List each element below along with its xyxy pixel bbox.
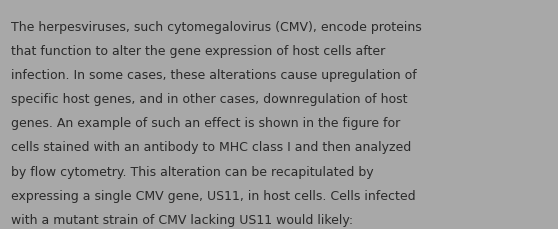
Text: with a mutant strain of CMV lacking US11 would likely:: with a mutant strain of CMV lacking US11…	[11, 213, 353, 226]
Text: expressing a single CMV gene, US11, in host cells. Cells infected: expressing a single CMV gene, US11, in h…	[11, 189, 416, 202]
Text: The herpesviruses, such cytomegalovirus (CMV), encode proteins: The herpesviruses, such cytomegalovirus …	[11, 21, 422, 34]
Text: infection. In some cases, these alterations cause upregulation of: infection. In some cases, these alterati…	[11, 69, 417, 82]
Text: specific host genes, and in other cases, downregulation of host: specific host genes, and in other cases,…	[11, 93, 408, 106]
Text: that function to alter the gene expression of host cells after: that function to alter the gene expressi…	[11, 45, 386, 58]
Text: genes. An example of such an effect is shown in the figure for: genes. An example of such an effect is s…	[11, 117, 401, 130]
Text: cells stained with an antibody to MHC class I and then analyzed: cells stained with an antibody to MHC cl…	[11, 141, 411, 154]
Text: by flow cytometry. This alteration can be recapitulated by: by flow cytometry. This alteration can b…	[11, 165, 374, 178]
